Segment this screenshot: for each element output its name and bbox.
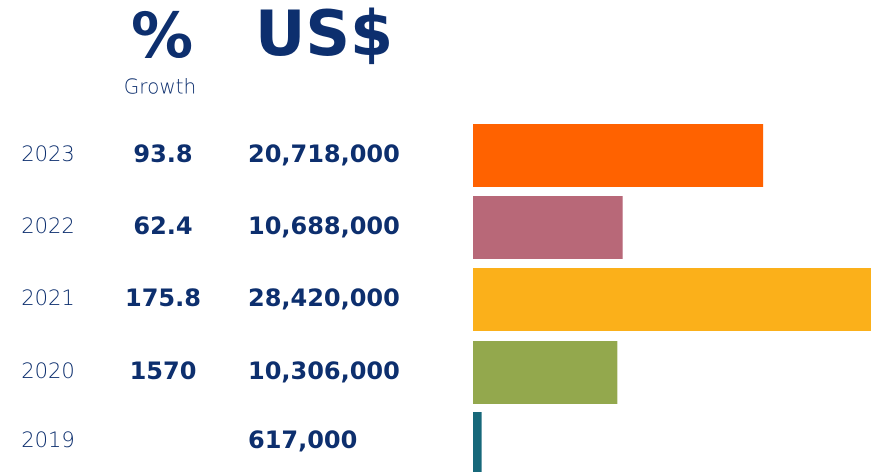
bar (473, 196, 623, 259)
growth-header: Growth (124, 75, 196, 99)
year-label: 2021 (21, 286, 74, 310)
bar (473, 341, 618, 404)
value-label: 28,420,000 (248, 284, 400, 312)
bar (473, 412, 482, 472)
growth-symbol: % (131, 0, 193, 72)
bar (473, 268, 871, 331)
bar (473, 124, 764, 187)
growth-value: 1570 (130, 357, 197, 385)
growth-value: 93.8 (133, 140, 192, 168)
value-label: 20,718,000 (248, 140, 400, 168)
value-label: 10,306,000 (248, 357, 400, 385)
year-label: 2023 (21, 142, 74, 166)
value-header: US$ (255, 0, 393, 70)
year-label: 2019 (21, 428, 74, 452)
growth-value: 62.4 (133, 212, 192, 240)
growth-value: 175.8 (125, 284, 201, 312)
value-label: 617,000 (248, 426, 357, 454)
year-label: 2020 (21, 359, 74, 383)
year-label: 2022 (21, 214, 74, 238)
value-label: 10,688,000 (248, 212, 400, 240)
